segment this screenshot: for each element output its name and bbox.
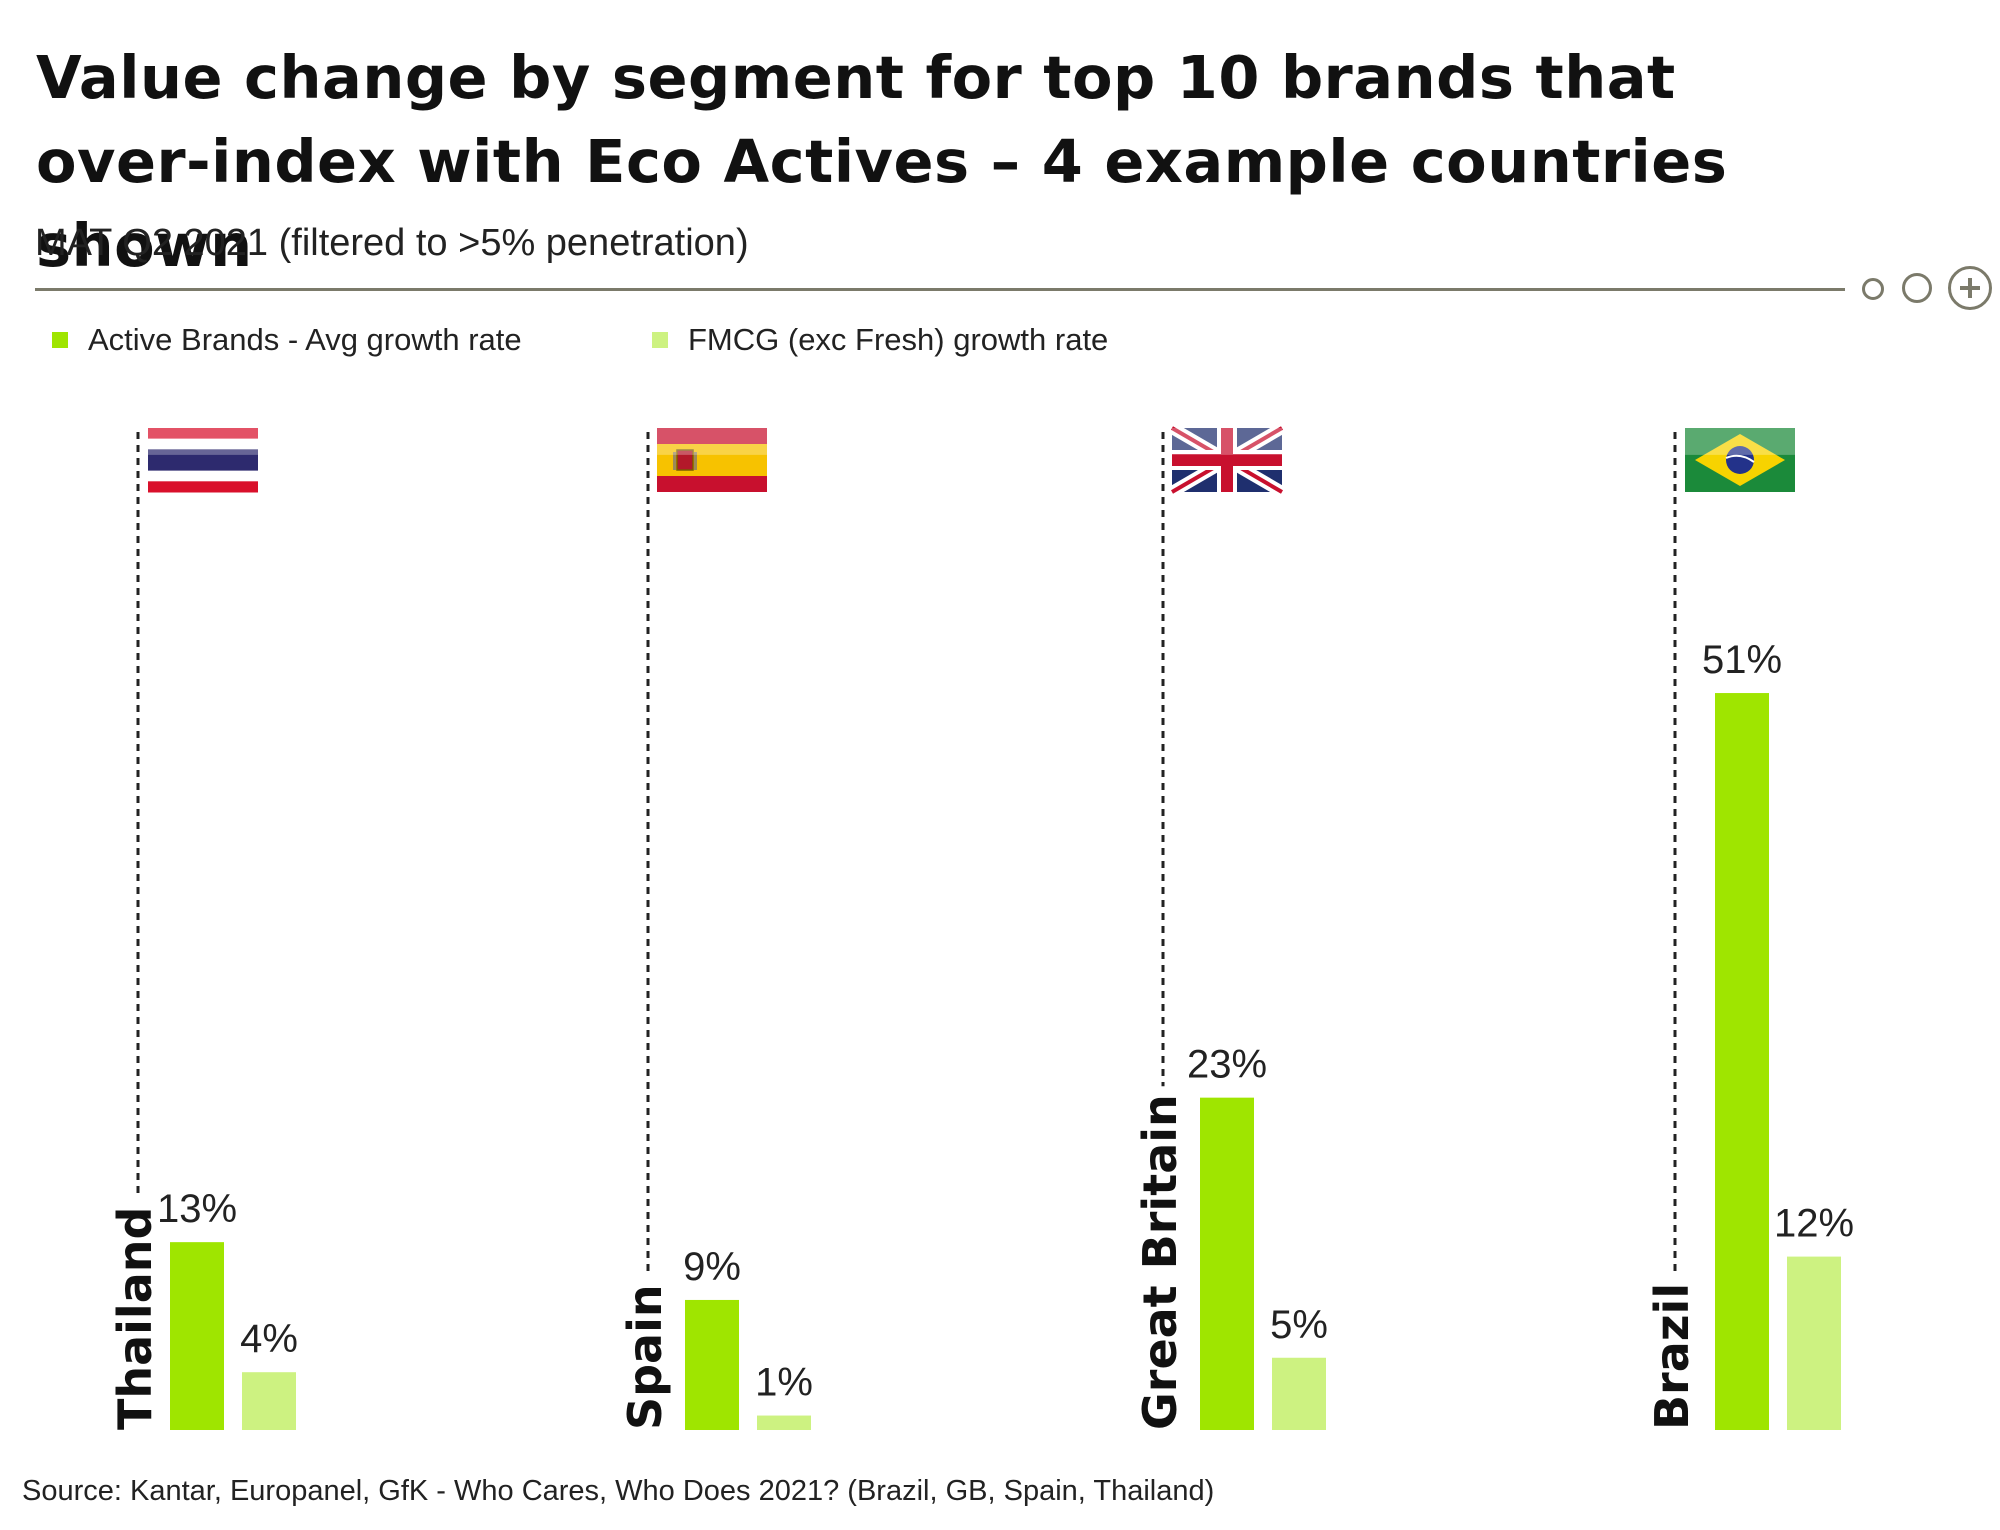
legend-item-active-brands: Active Brands - Avg growth rate: [52, 318, 522, 362]
flag-brazil-icon: [1685, 428, 1795, 492]
chart-title-line-1: Value change by segment for top 10 brand…: [36, 43, 1676, 112]
category-label-spain: Spain: [618, 1284, 672, 1430]
legend-swatch-fmcg: [652, 332, 668, 348]
flag-thailand-icon: [148, 428, 258, 493]
bar-fmcg-spain: [757, 1415, 811, 1430]
bar-active-brands-great-britain: [1200, 1097, 1254, 1430]
legend-label-fmcg: FMCG (exc Fresh) growth rate: [688, 322, 1109, 357]
plus-circle-icon[interactable]: [1948, 266, 1992, 310]
data-label: 9%: [683, 1245, 741, 1289]
category-label-thailand: Thailand: [108, 1207, 162, 1430]
data-label: 12%: [1774, 1202, 1854, 1246]
data-label: 51%: [1702, 638, 1782, 682]
header-divider: [35, 288, 1845, 291]
source-note: Source: Kantar, Europanel, GfK - Who Car…: [22, 1475, 1215, 1507]
legend-swatch-active-brands: [52, 332, 68, 348]
legend-item-fmcg: FMCG (exc Fresh) growth rate: [652, 318, 1108, 362]
chart-title: Value change by segment for top 10 brand…: [36, 36, 1936, 288]
data-label: 4%: [240, 1317, 298, 1361]
flag-spain-icon: [657, 428, 767, 492]
data-label: 5%: [1270, 1303, 1328, 1347]
flag-uk-icon: [1168, 422, 1286, 498]
chart-subtitle: MAT Q2 2021 (filtered to >5% penetration…: [35, 222, 749, 264]
bar-active-brands-spain: [685, 1299, 739, 1430]
chart-title-line-2: over-index with Eco Actives – 4 example …: [36, 127, 1728, 280]
small-circle-icon[interactable]: [1862, 278, 1884, 300]
category-label-great-britain: Great Britain: [1133, 1094, 1187, 1430]
legend-label-active-brands: Active Brands - Avg growth rate: [88, 322, 522, 357]
bar-active-brands-thailand: [170, 1242, 224, 1430]
bar-fmcg-brazil: [1787, 1256, 1841, 1430]
data-label: 13%: [157, 1187, 237, 1231]
bar-active-brands-brazil: [1715, 693, 1769, 1430]
bar-fmcg-great-britain: [1272, 1357, 1326, 1430]
data-label: 1%: [755, 1361, 813, 1405]
bar-fmcg-thailand: [242, 1372, 296, 1430]
category-label-brazil: Brazil: [1645, 1283, 1699, 1430]
data-label: 23%: [1187, 1043, 1267, 1087]
circle-icon[interactable]: [1902, 273, 1932, 303]
